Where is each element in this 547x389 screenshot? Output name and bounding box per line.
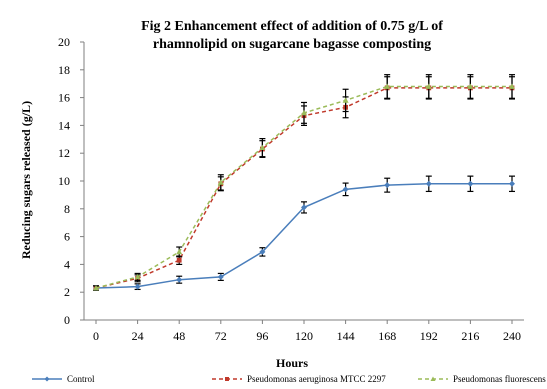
data-point xyxy=(217,179,224,185)
legend-item: Control xyxy=(32,374,95,384)
data-point xyxy=(509,180,515,187)
data-point xyxy=(425,83,432,89)
x-tick-label: 240 xyxy=(503,329,521,343)
data-point xyxy=(301,204,307,211)
data-point xyxy=(467,180,474,187)
series-layer xyxy=(93,74,515,292)
y-tick-label: 4 xyxy=(64,257,70,271)
x-tick-label: 0 xyxy=(93,329,99,343)
y-tick-label: 6 xyxy=(64,230,70,244)
y-tick-label: 0 xyxy=(64,313,70,327)
data-point xyxy=(342,186,349,193)
y-tick-label: 2 xyxy=(64,285,70,299)
data-point xyxy=(301,109,307,116)
chart-title: Fig 2 Enhancement effect of addition of … xyxy=(141,19,443,34)
data-point xyxy=(225,377,229,381)
y-tick-label: 12 xyxy=(58,146,70,160)
data-point xyxy=(425,180,432,187)
y-tick-label: 16 xyxy=(58,91,70,105)
data-point xyxy=(217,273,224,280)
legend-item: Pseudomonas fluorescens xyxy=(418,374,546,384)
data-point xyxy=(384,182,391,189)
x-tick-label: 96 xyxy=(256,329,268,343)
x-tick-label: 192 xyxy=(420,329,438,343)
x-tick-label: 216 xyxy=(461,329,479,343)
data-point xyxy=(176,248,183,255)
y-axis-label: Reducing sugars released (g/L) xyxy=(19,101,33,259)
x-tick-label: 168 xyxy=(378,329,396,343)
data-point xyxy=(384,83,391,89)
x-tick-label: 144 xyxy=(337,329,355,343)
chart-subtitle: rhamnolipid on sugarcane bagasse compost… xyxy=(153,37,431,52)
data-point xyxy=(430,376,436,381)
y-tick-label: 8 xyxy=(64,202,70,216)
series-3 xyxy=(93,74,515,291)
data-point xyxy=(134,283,141,290)
x-tick-label: 48 xyxy=(173,329,185,343)
y-tick-label: 14 xyxy=(58,118,70,132)
data-point xyxy=(467,83,474,89)
y-tick-label: 20 xyxy=(58,35,70,49)
data-point xyxy=(259,248,266,255)
y-tick-label: 10 xyxy=(58,174,70,188)
data-point xyxy=(176,276,183,283)
legend: Control Pseudomonas aeruginosa MTCC 2297 P… xyxy=(32,374,546,384)
series-1 xyxy=(93,175,515,292)
y-tick-label: 18 xyxy=(58,63,70,77)
data-point xyxy=(176,257,182,263)
legend-item: Pseudomonas aeruginosa MTCC 2297 xyxy=(212,374,386,384)
data-point xyxy=(134,273,141,280)
legend-label: Pseudomonas aeruginosa MTCC 2297 xyxy=(247,374,386,384)
data-point xyxy=(509,83,515,89)
data-point xyxy=(93,285,99,291)
data-point xyxy=(259,144,266,151)
x-tick-label: 24 xyxy=(132,329,144,343)
legend-label: Control xyxy=(67,374,95,384)
data-point xyxy=(342,97,349,103)
x-tick-label: 72 xyxy=(215,329,227,343)
x-tick-label: 120 xyxy=(295,329,313,343)
legend-label: Pseudomonas fluorescens xyxy=(453,374,546,384)
data-point xyxy=(44,376,50,382)
x-axis-label: Hours xyxy=(276,356,308,370)
